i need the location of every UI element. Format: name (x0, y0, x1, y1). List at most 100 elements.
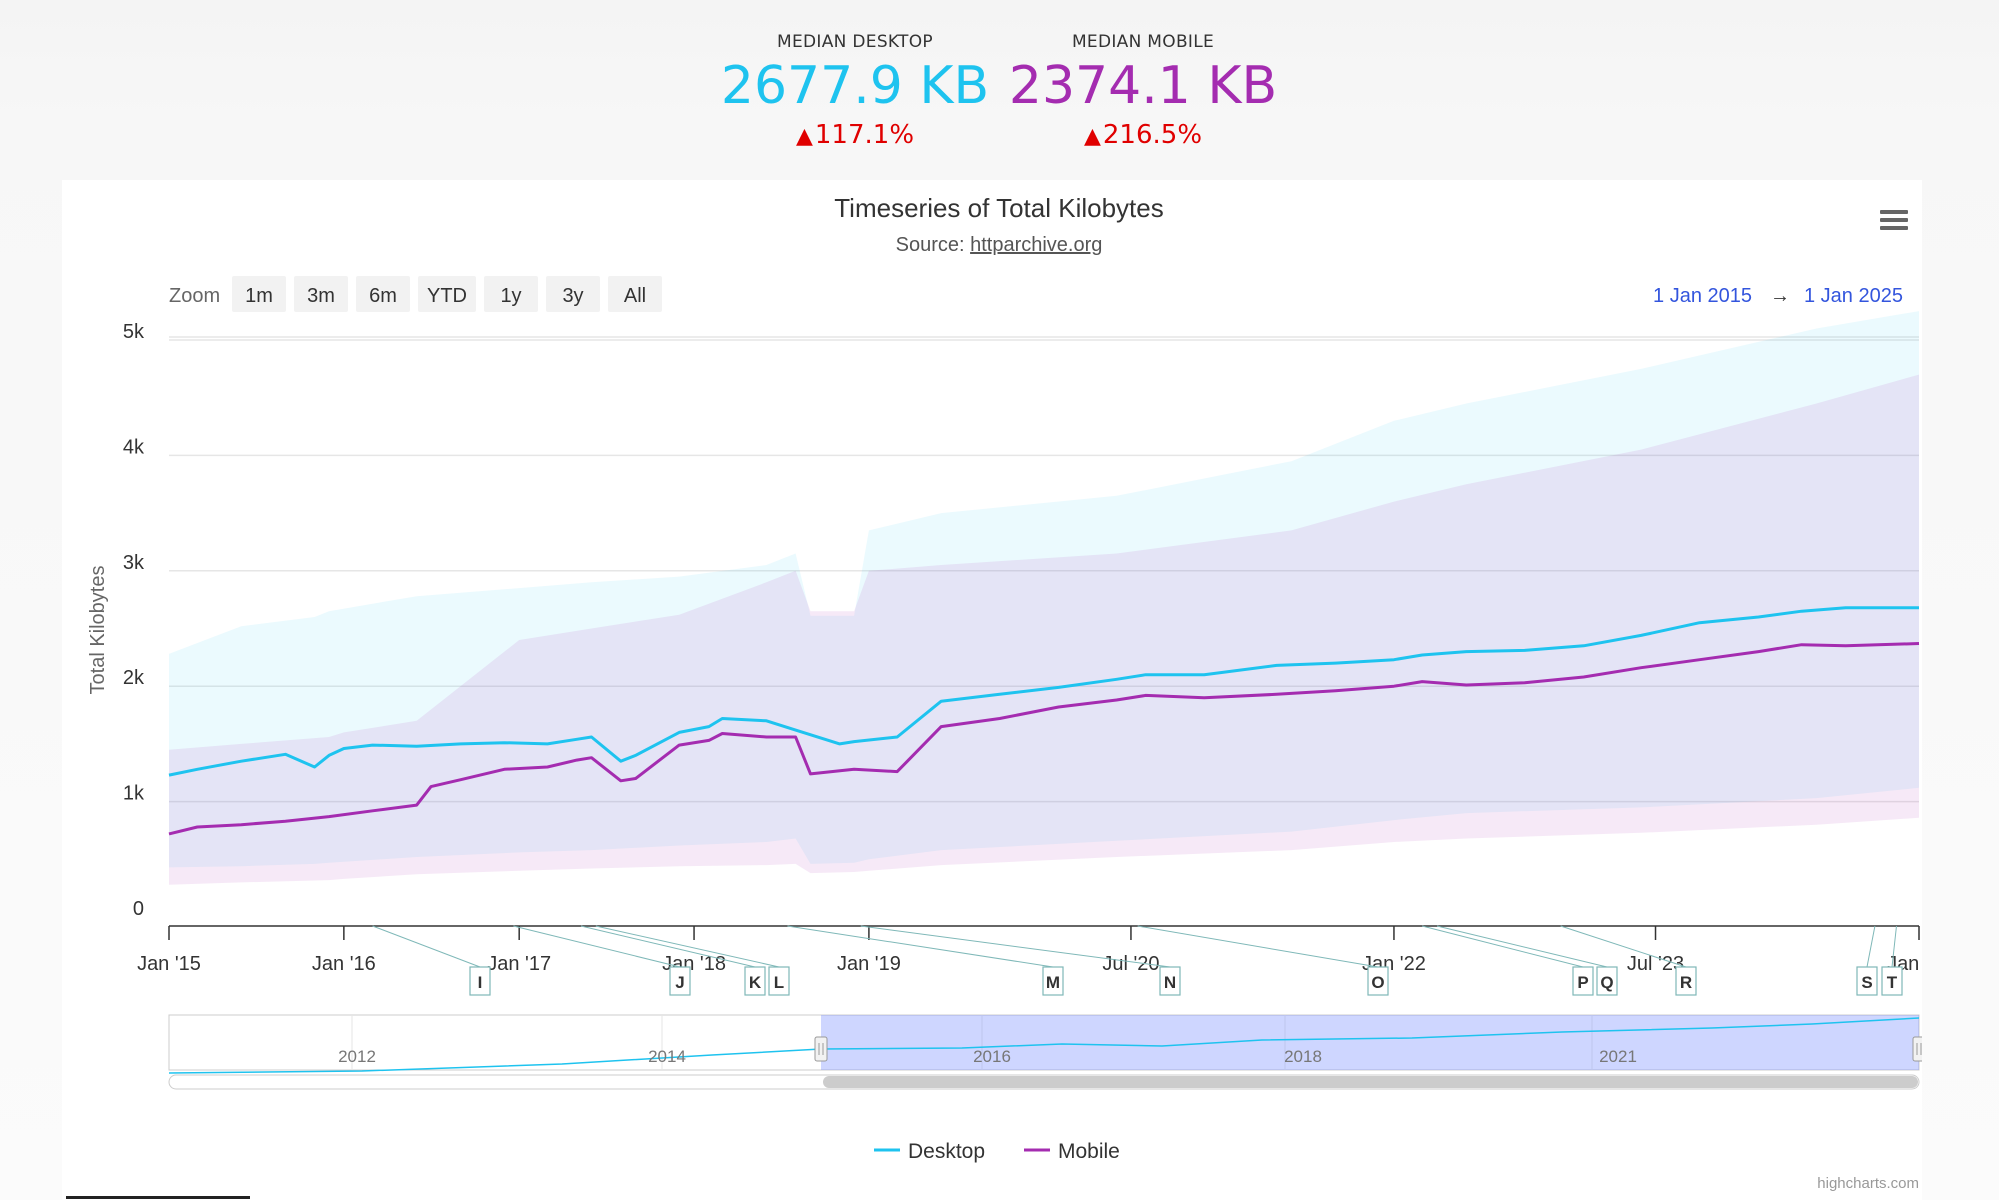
x-tick-label: Jan '17 (487, 953, 551, 975)
flag-stem (1560, 925, 1687, 968)
navigator-series-line (168, 1017, 1920, 1074)
navigator-left-handle[interactable] (814, 1036, 828, 1062)
zoom-button-3y[interactable]: 3y (546, 276, 600, 312)
flag-label: J (675, 973, 684, 992)
y-tick-label: 1k (123, 783, 145, 805)
legend-item-mobile[interactable]: Mobile (1024, 1140, 1120, 1163)
mobile-change-text: 216.5% (1102, 120, 1203, 150)
scrollbar-thumb[interactable] (823, 1076, 1918, 1088)
flag-r[interactable]: R (1560, 925, 1697, 996)
flag-box (1367, 966, 1389, 996)
navigator: 2012 2014 2016 2018 2021 (168, 1014, 1922, 1090)
context-menu-button[interactable] (1872, 202, 1912, 242)
subtitle-prefix: Source: (896, 234, 970, 256)
zoom-button-bg (546, 276, 600, 312)
flag-label: O (1371, 973, 1384, 992)
flag-q[interactable]: Q (1436, 925, 1618, 996)
range-from-date[interactable]: 1 Jan 2015 (1653, 285, 1752, 307)
flag-label: M (1046, 973, 1060, 992)
range-to-date[interactable]: 1 Jan 2025 (1804, 285, 1903, 307)
flag-box (744, 966, 766, 996)
desktop-stat-value: 2677.9 KB (720, 56, 990, 116)
source-link[interactable]: httparchive.org (970, 234, 1102, 256)
desktop-series-line (168, 606, 1919, 777)
flag-k[interactable]: K (580, 925, 766, 996)
zoom-button-bg (356, 276, 410, 312)
zoom-button-ytd[interactable]: YTD (418, 276, 476, 312)
x-tick-label: Jul '20 (1102, 953, 1159, 975)
flag-stem (787, 925, 1054, 968)
flag-l[interactable]: L (595, 925, 790, 996)
x-tick-label: Jan '19 (837, 953, 901, 975)
up-triangle-icon: ▲ (1083, 124, 1101, 149)
y-tick-label: 3k (123, 552, 145, 574)
zoom-button-bg (608, 276, 662, 312)
zoom-button-3m[interactable]: 3m (294, 276, 348, 312)
flag-s[interactable]: S (1856, 925, 1878, 996)
flag-label: Q (1600, 973, 1613, 992)
handle-grip (814, 1036, 828, 1062)
zoom-button-6m[interactable]: 6m (356, 276, 410, 312)
percentile-bands (169, 311, 1919, 885)
mobile-stat-value: 2374.1 KB (1008, 56, 1278, 116)
bottom-tab-indicator (66, 1196, 250, 1199)
navigator-label: 2016 (973, 1047, 1011, 1066)
up-triangle-icon: ▲ (795, 124, 813, 149)
zoom-button-1y[interactable]: 1y (484, 276, 538, 312)
zoom-button-1m[interactable]: 1m (232, 276, 286, 312)
flag-i[interactable]: I (372, 925, 491, 996)
flag-stem (1866, 925, 1876, 968)
flag-box (669, 966, 691, 996)
flag-p[interactable]: P (1422, 925, 1594, 996)
flag-stem (860, 925, 1171, 968)
flag-stem (1137, 925, 1379, 968)
navigator-right-handle[interactable] (1912, 1036, 1922, 1062)
flag-stem (1891, 925, 1897, 968)
x-tick-label: Jan '16 (312, 953, 376, 975)
handle-grip (1912, 1036, 1922, 1062)
flag-t[interactable]: T (1881, 925, 1903, 996)
flag-j[interactable]: J (513, 925, 691, 996)
chart-subtitle: Source: httparchive.org (896, 234, 1103, 256)
navigator-selection[interactable] (821, 1015, 1919, 1070)
flag-box (1042, 966, 1064, 996)
desktop-change-text: 117.1% (814, 120, 915, 150)
credits-link[interactable]: highcharts.com (1817, 1175, 1919, 1192)
summary-stats: MEDIAN DESKTOP 2677.9 KB ▲117.1% MEDIAN … (0, 0, 1999, 180)
y-tick-label: 4k (123, 436, 145, 458)
flag-label: P (1577, 973, 1588, 992)
legend-item-desktop[interactable]: Desktop (874, 1140, 985, 1163)
zoom-button-all[interactable]: All (608, 276, 662, 312)
x-tick-label: Jul '23 (1627, 953, 1684, 975)
flag-stem (513, 925, 681, 968)
navigator-frame (168, 1014, 1920, 1071)
mobile-series-line (168, 642, 1920, 836)
flag-label: N (1164, 973, 1176, 992)
flag-label: T (1887, 973, 1898, 992)
hamburger-menu-icon (1880, 210, 1908, 230)
flag-o[interactable]: O (1137, 925, 1389, 996)
y-axis: 0 1k 2k 3k 4k 5k (123, 321, 145, 920)
flag-n[interactable]: N (860, 925, 1181, 996)
flag-box (768, 966, 790, 996)
flag-box (1881, 966, 1903, 996)
flag-m[interactable]: M (787, 925, 1064, 996)
timeseries-chart: Timeseries of Total Kilobytes Source: ht… (87, 193, 1922, 1192)
flag-stem (372, 925, 481, 968)
flag-label: S (1861, 973, 1872, 992)
mobile-stat-change: ▲216.5% (993, 120, 1293, 150)
y-tick-label: 0 (133, 898, 144, 920)
desktop-stat: MEDIAN DESKTOP 2677.9 KB ▲117.1% (705, 32, 1005, 150)
x-axis: Jan '15 Jan '16 Jan '17 Jan '18 Jan '19 Jul '… (137, 925, 1922, 975)
flag-stem (580, 925, 756, 968)
zoom-buttons: 1m 3m 6m YTD 1y 3y All (232, 276, 662, 312)
mobile-stat: MEDIAN MOBILE 2374.1 KB ▲216.5% (993, 32, 1293, 150)
navigator-label: 2021 (1599, 1047, 1637, 1066)
flag-label: L (774, 973, 784, 992)
y-tick-label: 2k (123, 667, 145, 689)
zoom-button-label: 3y (562, 285, 583, 307)
zoom-button-label: 1m (245, 285, 273, 307)
legend-label: Mobile (1058, 1140, 1120, 1163)
legend: Desktop Mobile (874, 1140, 1120, 1163)
